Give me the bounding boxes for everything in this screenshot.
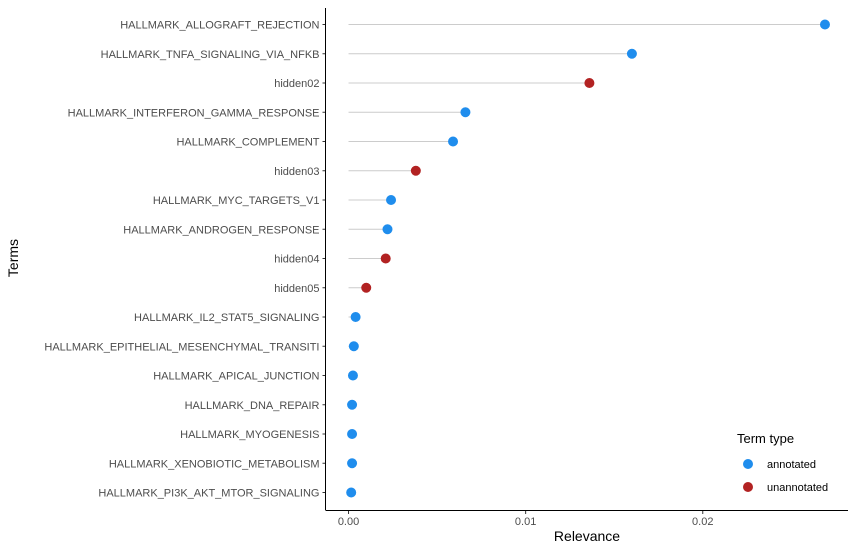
y-tick-label: HALLMARK_MYC_TARGETS_V1 (153, 195, 320, 207)
y-tick-label: HALLMARK_ALLOGRAFT_REJECTION (120, 20, 319, 32)
point-hidden05 (361, 282, 372, 293)
point-hallmark-xenobiotic-metabolism (347, 458, 358, 469)
point-hidden02 (584, 78, 595, 88)
y-tick-label: HALLMARK_COMPLEMENT (176, 137, 319, 149)
y-tick-label: HALLMARK_INTERFERON_GAMMA_RESPONSE (68, 107, 320, 119)
x-axis-ticks: 0.00 0.01 0.02 (338, 510, 713, 528)
point-hidden04 (380, 253, 391, 264)
x-tick-label: 0.01 (515, 516, 536, 528)
legend-label-unannotated: unannotated (767, 482, 828, 494)
y-tick-label: HALLMARK_ANDROGEN_RESPONSE (123, 224, 319, 236)
point-hallmark-myogenesis (347, 429, 358, 439)
point-hidden03 (410, 165, 421, 176)
point-hallmark-dna-repair (347, 399, 358, 410)
point-hallmark-tnfa-signaling-via-nfkb (626, 48, 637, 59)
point-hallmark-epithelial-mesenchymal-transiti (348, 341, 359, 352)
x-tick-label: 0.02 (692, 516, 713, 528)
points-layer (346, 19, 830, 498)
point-hallmark-interferon-gamma-response (460, 107, 471, 118)
y-tick-label: HALLMARK_APICAL_JUNCTION (153, 371, 319, 383)
y-tick-label: HALLMARK_TNFA_SIGNALING_VIA_NFKB (101, 49, 320, 61)
y-tick-label: HALLMARK_EPITHELIAL_MESENCHYMAL_TRANSITI (44, 341, 319, 353)
legend-title: Term type (737, 431, 794, 446)
legend-label-annotated: annotated (767, 459, 816, 471)
stems-layer (348, 24, 825, 493)
point-hallmark-androgen-response (382, 224, 393, 235)
x-axis-title: Relevance (554, 528, 620, 544)
y-tick-label: hidden05 (274, 283, 319, 295)
point-hallmark-myc-targets-v1 (386, 195, 397, 205)
legend-key-unannotated (743, 482, 753, 492)
point-hallmark-pi3k-akt-mtor-signaling (346, 487, 357, 498)
y-tick-label: HALLMARK_DNA_REPAIR (185, 400, 320, 412)
y-tick-label: hidden03 (274, 166, 319, 178)
y-axis-title: Terms (5, 239, 21, 277)
point-hallmark-il2-stat5-signaling (350, 312, 361, 322)
y-tick-label: hidden02 (274, 78, 319, 90)
y-tick-label: HALLMARK_IL2_STAT5_SIGNALING (134, 312, 319, 324)
y-axis-ticks: HALLMARK_ALLOGRAFT_REJECTION HALLMARK_TNF… (44, 20, 326, 500)
point-hallmark-complement (448, 136, 459, 147)
x-tick-label: 0.00 (338, 516, 359, 528)
point-hallmark-allograft-rejection (819, 19, 830, 30)
point-hallmark-apical-junction (347, 370, 358, 381)
y-tick-label: HALLMARK_XENOBIOTIC_METABOLISM (109, 458, 320, 470)
legend-key-annotated (743, 459, 753, 469)
y-tick-label: HALLMARK_MYOGENESIS (180, 429, 319, 441)
legend: Term type annotated unannotated (737, 431, 828, 494)
y-tick-label: hidden04 (274, 254, 319, 266)
y-tick-label: HALLMARK_PI3K_AKT_MTOR_SIGNALING (98, 488, 319, 500)
